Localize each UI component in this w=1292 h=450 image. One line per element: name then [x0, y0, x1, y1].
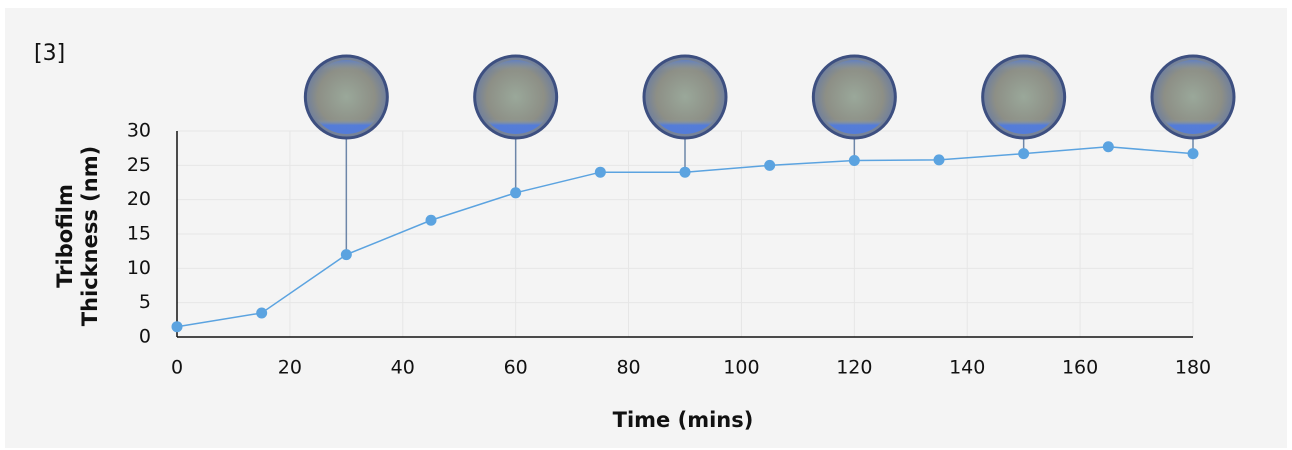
point	[764, 159, 776, 171]
point	[933, 154, 945, 166]
point	[425, 214, 437, 226]
point	[171, 321, 183, 333]
wear-image-band	[986, 60, 1061, 134]
wear-image-band	[817, 60, 892, 134]
x-tick-label: 120	[836, 357, 872, 379]
x-tick-label: 140	[949, 357, 985, 379]
wear-image-band	[309, 60, 384, 134]
annotation: [3]	[34, 41, 65, 66]
x-tick-label: 100	[723, 357, 759, 379]
x-tick-label: 160	[1062, 357, 1098, 379]
y-axis-label: Thickness (nm)	[78, 146, 102, 326]
wear-image-band	[648, 60, 722, 134]
y-tick-label: 5	[139, 291, 151, 313]
point	[1018, 148, 1030, 160]
point	[1187, 148, 1199, 160]
y-tick-label: 30	[127, 120, 151, 142]
y-tick-label: 0	[139, 326, 151, 348]
point	[679, 166, 691, 178]
point	[594, 166, 606, 178]
panel	[5, 8, 1287, 448]
y-tick-label: 10	[127, 257, 151, 279]
y-tick-label: 20	[127, 188, 151, 210]
x-tick-label: 0	[171, 357, 183, 379]
wear-image-band	[1156, 60, 1230, 134]
point	[340, 249, 352, 261]
y-axis-label: Tribofilm	[53, 184, 77, 288]
point	[510, 187, 522, 199]
point	[848, 155, 860, 167]
x-tick-label: 20	[278, 357, 302, 379]
point	[1102, 141, 1114, 153]
x-tick-label: 180	[1175, 357, 1211, 379]
x-tick-label: 80	[616, 357, 640, 379]
x-tick-label: 40	[391, 357, 415, 379]
x-axis-label: Time (mins)	[613, 408, 754, 432]
x-tick-label: 60	[504, 357, 528, 379]
point	[256, 307, 268, 319]
y-tick-label: 15	[127, 223, 151, 245]
y-tick-label: 25	[127, 154, 151, 176]
wear-image-band	[478, 60, 553, 134]
